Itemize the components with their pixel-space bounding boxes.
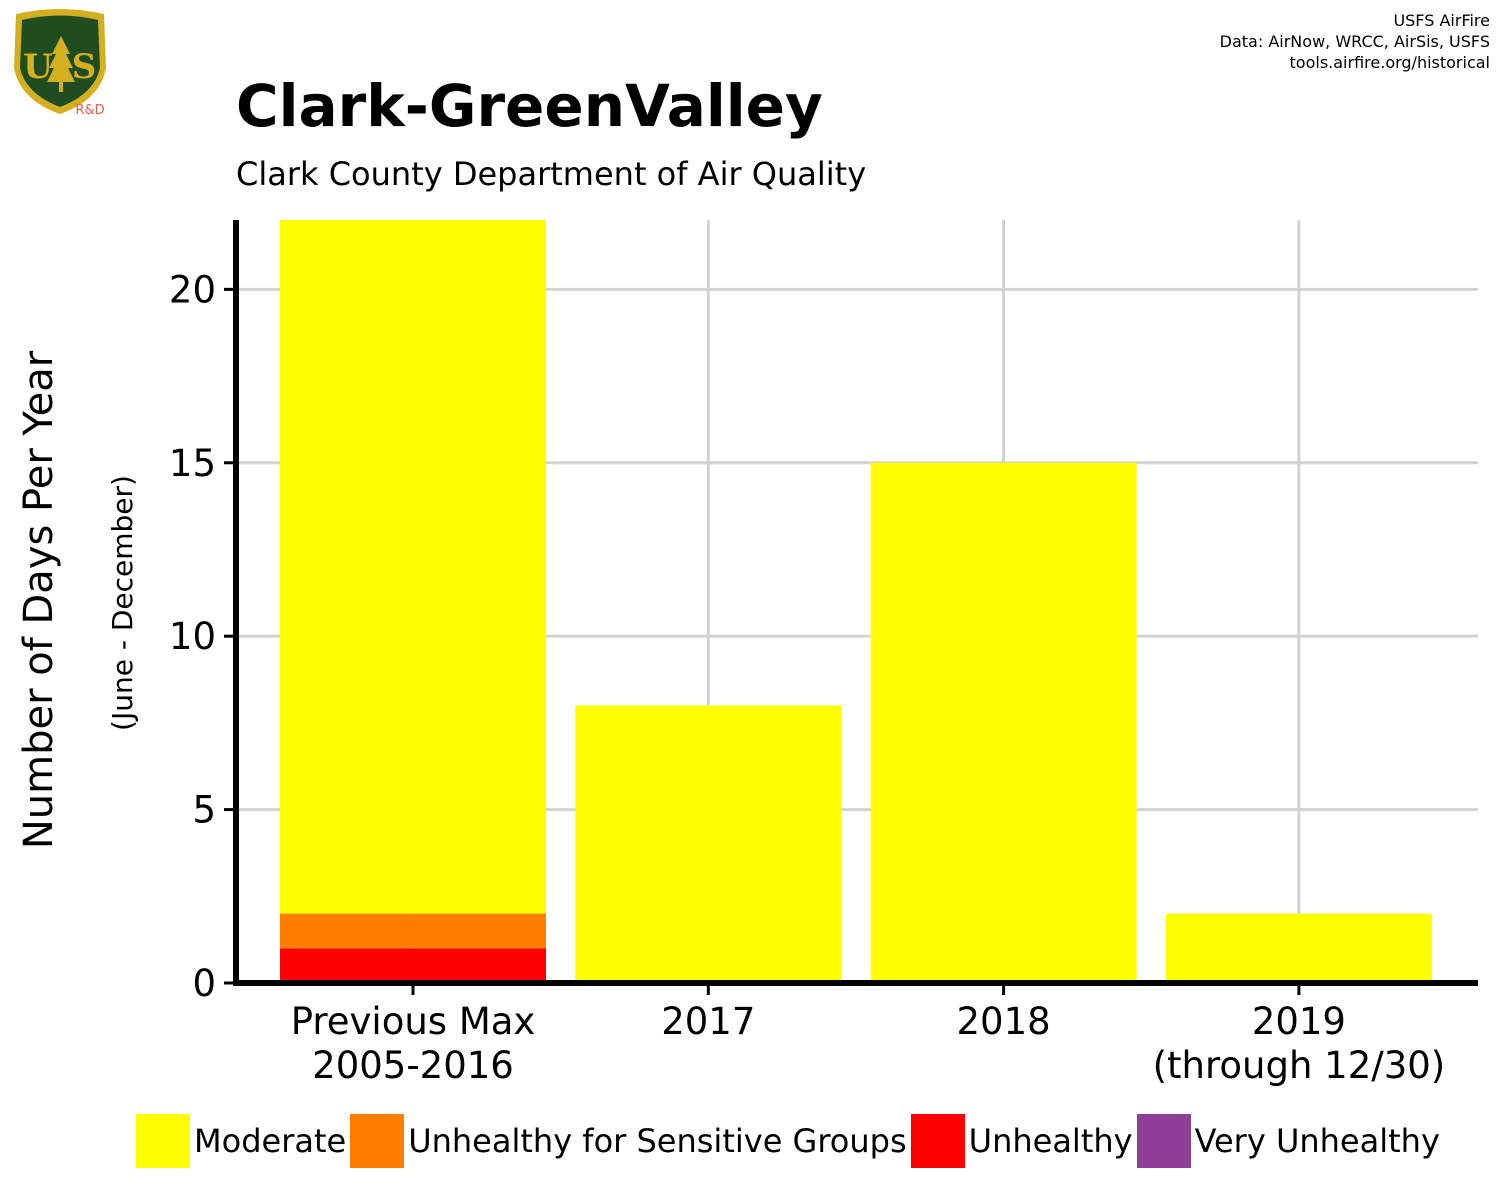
logo-tag: R&D [75,103,104,118]
y-tick-label: 20 [169,268,216,311]
logo-letters-right: S [72,47,97,87]
legend-swatch [350,1114,405,1168]
credits: USFS AirFire Data: AirNow, WRCC, AirSis,… [1220,10,1490,73]
y-tick-label: 0 [192,962,216,1005]
bar-segment [870,462,1137,984]
y-tick-label: 15 [169,442,216,485]
legend-item: Unhealthy for Sensitive Groups [350,1114,907,1168]
chart-title: Clark-GreenValley [236,72,823,140]
x-tick-label: (through 12/30) [1153,1044,1446,1087]
x-tick-label: 2005-2016 [312,1044,514,1087]
y-axis-subtitle: (June - December) [106,475,139,731]
x-tick-label: Previous Max [291,1000,536,1043]
x-tick-label: 2017 [661,1000,755,1043]
legend-item: Unhealthy [910,1114,1133,1168]
y-tick-label: 5 [192,789,216,832]
legend-label: Unhealthy for Sensitive Groups [408,1122,907,1160]
legend-swatch [1136,1114,1191,1168]
x-tick-label: 2019 [1252,1000,1346,1043]
legend-swatch [910,1114,965,1168]
legend-label: Moderate [194,1122,347,1160]
bar-segment [280,913,546,949]
forest-service-logo: U S R&D [14,9,106,118]
legend-item: Moderate [136,1114,346,1168]
credit-line: USFS AirFire [1393,11,1490,30]
legend-label: Very Unhealthy [1194,1122,1440,1160]
legend: Moderate Unhealthy for Sensitive Groups Un… [136,1113,1444,1169]
legend-item: Very Unhealthy [1136,1114,1440,1168]
bar-segment [1165,913,1432,983]
chart-subtitle: Clark County Department of Air Quality [236,155,867,193]
bar-segment [280,220,546,914]
bar-segment [280,948,546,983]
credit-line: Data: AirNow, WRCC, AirSis, USFS [1219,32,1490,51]
legend-label: Unhealthy [968,1122,1133,1160]
y-axis-title: Number of Days Per Year [16,350,62,849]
legend-swatch [136,1114,190,1168]
credit-line: tools.airfire.org/historical [1289,53,1490,72]
bar-segment [575,705,842,983]
x-tick-label: 2018 [957,1000,1051,1043]
y-tick-label: 10 [169,615,216,658]
